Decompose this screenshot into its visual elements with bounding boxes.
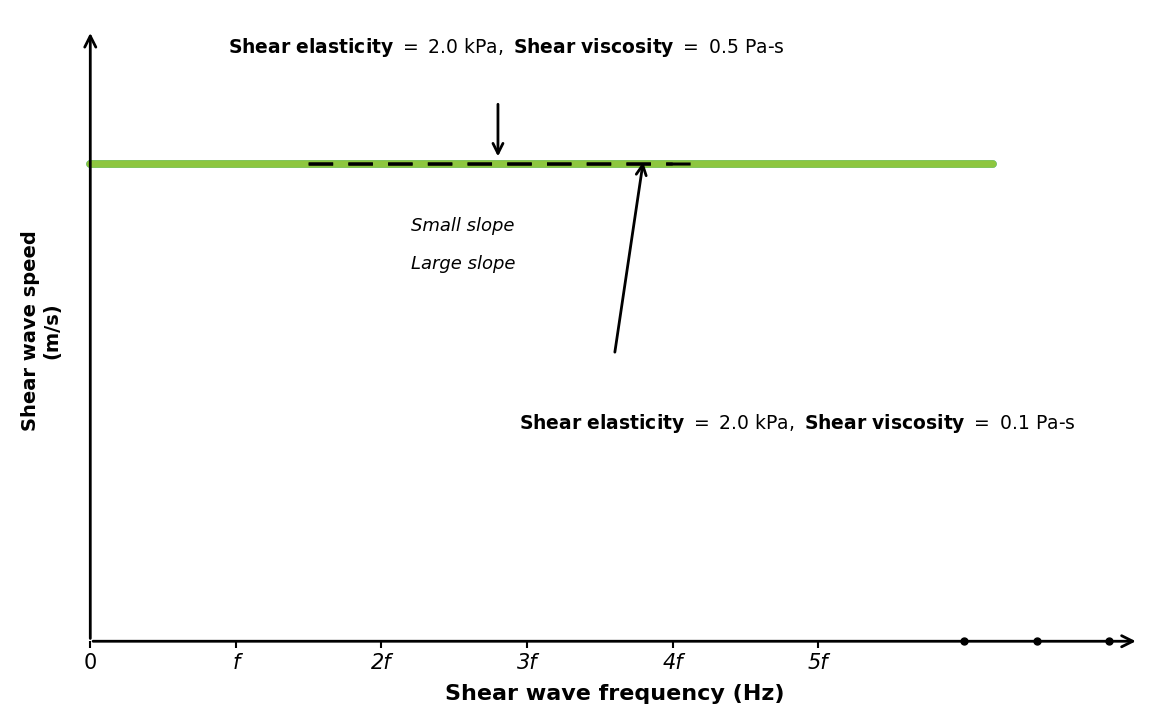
Text: $\bf{Shear\ elasticity}$$\rm{\ =\ 2.0\ kPa,\ }$$\bf{Shear\ viscosity}$$\rm{\ =\ : $\bf{Shear\ elasticity}$$\rm{\ =\ 2.0\ k… [519,412,1077,435]
Text: Large slope: Large slope [411,255,515,273]
Text: Small slope: Small slope [411,217,514,235]
X-axis label: Shear wave frequency (Hz): Shear wave frequency (Hz) [445,684,784,704]
Text: $\bf{Shear\ elasticity}$$\rm{\ =\ 2.0\ kPa,\ }$$\bf{Shear\ viscosity}$$\rm{\ =\ : $\bf{Shear\ elasticity}$$\rm{\ =\ 2.0\ k… [228,36,785,59]
Y-axis label: Shear wave speed
(m/s): Shear wave speed (m/s) [21,231,62,431]
